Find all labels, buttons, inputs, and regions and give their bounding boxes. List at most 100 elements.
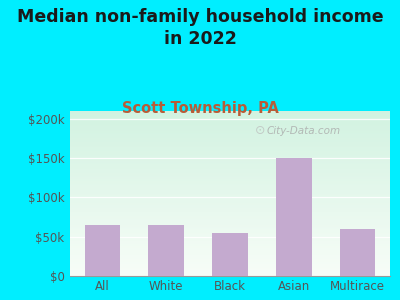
Bar [70,153,390,154]
Bar [70,129,390,130]
Bar [70,250,390,251]
Bar [70,187,390,188]
Bar [70,194,390,195]
Bar [70,198,390,199]
Bar [70,116,390,117]
Bar [70,266,390,267]
Bar [70,190,390,191]
Bar [70,209,390,210]
Bar [70,196,390,197]
Bar [70,224,390,225]
Bar [70,207,390,208]
Bar [70,234,390,235]
Bar [70,126,390,127]
Bar [70,204,390,205]
Bar [70,146,390,147]
Bar [70,197,390,198]
Bar [70,143,390,144]
Text: Scott Township, PA: Scott Township, PA [122,100,278,116]
Bar [70,241,390,242]
Bar [70,212,390,213]
Bar [70,119,390,120]
Bar [70,166,390,167]
Bar [70,211,390,212]
Bar [70,189,390,190]
Bar [70,176,390,177]
Bar [70,179,390,180]
Bar [70,184,390,185]
Bar [70,274,390,275]
Bar [70,147,390,148]
Bar [70,237,390,238]
Bar [70,193,390,194]
Bar [70,272,390,273]
Bar [70,145,390,146]
Bar [70,121,390,122]
Bar [70,128,390,129]
Bar [70,171,390,172]
Bar [70,229,390,230]
Text: Median non-family household income
in 2022: Median non-family household income in 20… [17,8,383,48]
Bar [70,164,390,165]
Bar [70,115,390,116]
Bar [70,148,390,149]
Bar [70,141,390,142]
Bar [70,236,390,237]
Bar [70,173,390,174]
Bar [70,206,390,207]
Bar [70,114,390,115]
Bar [70,113,390,114]
Bar [70,155,390,156]
Bar [70,175,390,176]
Bar [70,169,390,170]
Bar [70,158,390,159]
Bar [70,244,390,245]
Bar [70,242,390,243]
Bar [70,217,390,218]
Bar [70,142,390,143]
Bar [276,158,312,276]
Bar [70,262,390,263]
Bar [70,168,390,169]
Bar [70,270,390,271]
Bar [70,216,390,217]
Bar [70,133,390,134]
Bar [70,220,390,221]
Bar [70,205,390,206]
Bar [70,249,390,250]
Bar [70,178,390,179]
Bar [70,222,390,223]
Bar [70,191,390,192]
Bar [70,137,390,138]
Bar [70,239,390,240]
Bar [70,172,390,173]
Bar [70,154,390,155]
Bar [70,117,390,118]
Bar [70,243,390,244]
Bar [70,214,390,215]
Bar [70,157,390,158]
Bar [70,265,390,266]
Bar [70,256,390,257]
Bar [70,120,390,121]
Bar [148,225,184,276]
Bar [70,199,390,200]
Bar [70,232,390,233]
Bar [70,252,390,253]
Bar [70,261,390,262]
Bar [70,257,390,258]
Bar [70,225,390,226]
Bar [70,144,390,145]
Bar [70,201,390,202]
Bar [70,165,390,166]
Bar [70,245,390,246]
Bar [70,267,390,268]
Bar [70,221,390,222]
Bar [70,248,390,249]
Bar [212,233,248,276]
Bar [70,227,390,228]
Bar [70,258,390,259]
Bar [70,251,390,252]
Bar [70,218,390,219]
Bar [70,246,390,247]
